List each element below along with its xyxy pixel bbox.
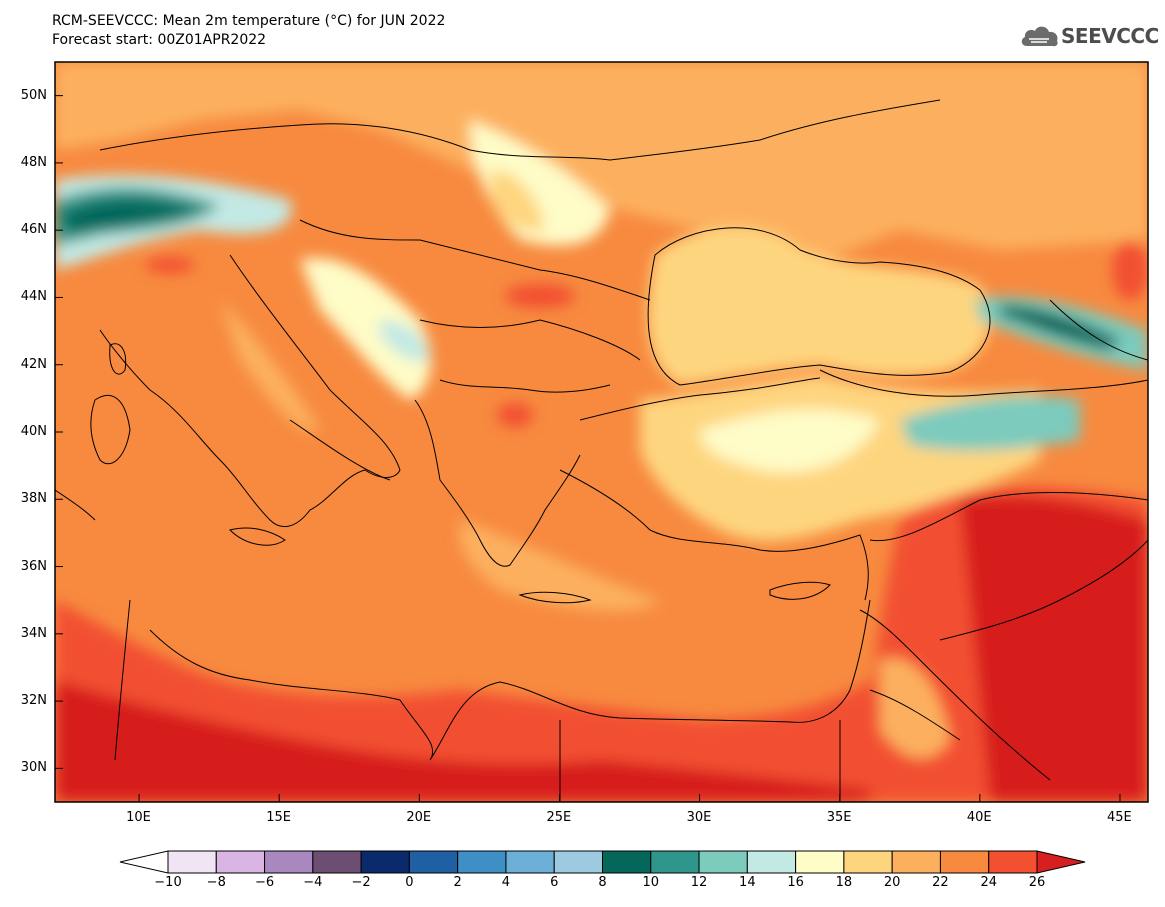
colorbar-label: 24 bbox=[980, 875, 997, 890]
cloud-icon bbox=[1021, 26, 1058, 47]
title-line-1: RCM-SEEVCCC: Mean 2m temperature (°C) fo… bbox=[52, 13, 446, 29]
colorbar-swatch bbox=[698, 850, 748, 874]
latitude-ticks bbox=[55, 95, 63, 769]
colorbar-swatch bbox=[650, 850, 700, 874]
colorbar-label: 18 bbox=[835, 875, 853, 890]
lon-tick-label: 25E bbox=[546, 810, 572, 825]
colorbar-label: 10 bbox=[642, 875, 660, 890]
colorbar-swatch bbox=[843, 850, 893, 874]
colorbar-label: 26 bbox=[1028, 875, 1046, 890]
colorbar-label: 14 bbox=[739, 875, 756, 890]
colorbar-label: 12 bbox=[690, 875, 708, 890]
colorbar-swatch bbox=[264, 850, 314, 874]
colorbar-label: −6 bbox=[254, 875, 275, 890]
colorbar-swatch bbox=[988, 850, 1038, 874]
lat-tick-label: 44N bbox=[20, 289, 47, 305]
colorbar-label: 2 bbox=[453, 875, 462, 890]
lat-tick-label: 46N bbox=[20, 222, 47, 238]
colorbar-swatch bbox=[312, 850, 362, 874]
longitude-ticks bbox=[138, 794, 1121, 802]
lat-tick-label: 50N bbox=[20, 87, 47, 103]
colorbar-swatch bbox=[602, 850, 652, 874]
colorbar-swatch bbox=[795, 850, 845, 874]
colorbar-swatch bbox=[746, 850, 797, 874]
coastlines bbox=[55, 99, 1148, 802]
colorbar-swatch bbox=[939, 850, 990, 874]
colorbar-swatch bbox=[360, 850, 410, 874]
lon-tick-label: 10E bbox=[126, 810, 151, 825]
lat-tick-label: 36N bbox=[20, 558, 47, 574]
colorbar-low-triangle bbox=[119, 850, 169, 874]
logo-text: SEEVCCC bbox=[1061, 24, 1159, 48]
lat-tick-label: 34N bbox=[20, 625, 47, 641]
temperature-field bbox=[55, 62, 1148, 802]
lat-tick-label: 42N bbox=[20, 356, 47, 372]
colorbar-swatch bbox=[457, 850, 507, 874]
colorbar-swatch bbox=[891, 850, 941, 874]
seevccc-logo: SEEVCCC bbox=[1019, 22, 1159, 52]
colorbar-label: −2 bbox=[351, 875, 371, 890]
lon-tick-label: 35E bbox=[826, 810, 852, 825]
lat-tick-label: 30N bbox=[20, 760, 47, 776]
lon-tick-label: 45E bbox=[1106, 810, 1132, 825]
lon-tick-label: 40E bbox=[966, 810, 992, 825]
colorbar-label: −8 bbox=[206, 875, 226, 890]
lon-tick-label: 30E bbox=[686, 810, 712, 825]
chart-title: RCM-SEEVCCC: Mean 2m temperature (°C) fo… bbox=[52, 12, 445, 50]
lon-tick-label: 15E bbox=[266, 810, 291, 825]
colorbar-label: 4 bbox=[501, 875, 511, 890]
lat-tick-label: 48N bbox=[20, 154, 47, 170]
lat-tick-label: 38N bbox=[20, 491, 47, 507]
lat-tick-label: 40N bbox=[20, 424, 47, 439]
colorbar-swatch bbox=[215, 850, 266, 874]
colorbar-label: 16 bbox=[787, 875, 804, 890]
colorbar-label: 22 bbox=[932, 875, 949, 890]
colorbar-label: 8 bbox=[598, 875, 607, 890]
colorbar-label: 20 bbox=[883, 875, 901, 890]
colorbar-label: −10 bbox=[154, 875, 182, 890]
colorbar-label: −4 bbox=[303, 875, 323, 890]
colorbar-swatch bbox=[167, 850, 217, 874]
colorbar bbox=[119, 850, 1086, 874]
lon-tick-label: 20E bbox=[406, 810, 432, 825]
colorbar-label: 0 bbox=[405, 875, 414, 890]
colorbar-high-triangle bbox=[1036, 850, 1086, 874]
title-line-2: Forecast start: 00Z01APR2022 bbox=[52, 32, 267, 48]
colorbar-swatch bbox=[408, 850, 459, 874]
colorbar-label: 6 bbox=[550, 875, 559, 890]
colorbar-swatch bbox=[505, 850, 555, 874]
colorbar-swatch bbox=[553, 850, 604, 874]
lat-tick-label: 32N bbox=[20, 693, 47, 709]
